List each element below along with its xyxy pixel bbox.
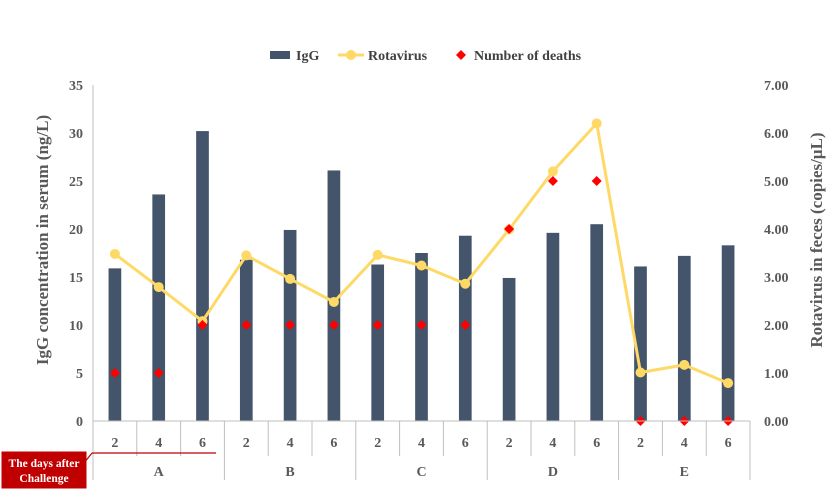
callout-line-1: The days after [9, 458, 80, 470]
death-marker [372, 320, 383, 330]
day-label: 6 [593, 436, 600, 451]
group-label: E [680, 465, 689, 480]
rotavirus-line [109, 118, 734, 389]
rotavirus-point [109, 248, 120, 259]
igg-bar [634, 266, 647, 421]
right-tick-label: 1.00 [764, 367, 789, 382]
legend-swatch-igg [270, 51, 290, 59]
rotavirus-point [679, 359, 690, 370]
day-label: 2 [506, 436, 513, 451]
legend-swatch-rotavirus-point [346, 50, 356, 60]
igg-bar [152, 194, 166, 421]
left-tick-label: 25 [69, 175, 83, 190]
death-marker [460, 320, 471, 330]
rotavirus-point [285, 273, 296, 284]
igg-bar [196, 131, 209, 421]
callout-box [1, 451, 87, 489]
igg-bar [327, 170, 341, 421]
right-tick-label: 4.00 [764, 223, 789, 238]
left-tick-label: 30 [69, 127, 83, 142]
rotavirus-point [723, 378, 734, 389]
right-tick-label: 3.00 [764, 271, 789, 286]
igg-bar [415, 253, 428, 421]
left-tick-label: 15 [69, 271, 83, 286]
day-label: 4 [155, 436, 162, 451]
legend-label-rotavirus: Rotavirus [368, 49, 428, 64]
left-tick-label: 5 [76, 367, 83, 382]
day-label: 4 [549, 436, 556, 451]
day-label: 2 [243, 436, 250, 451]
day-label: 2 [637, 436, 644, 451]
igg-bars [108, 131, 735, 421]
x-axis-callout: The days after Challenge [1, 451, 216, 489]
death-marker [328, 320, 339, 330]
left-tick-label: 20 [69, 223, 83, 238]
rotavirus-point [591, 118, 602, 129]
group-label: B [285, 465, 294, 480]
death-marker [241, 320, 252, 330]
group-label: C [416, 465, 426, 480]
rotavirus-point [328, 296, 339, 307]
right-tick-label: 6.00 [764, 127, 789, 142]
left-tick-label: 10 [69, 319, 83, 334]
rotavirus-point [635, 367, 646, 378]
rotavirus-point [241, 250, 252, 261]
day-label: 2 [111, 436, 118, 451]
death-marker [416, 320, 427, 330]
legend-label-igg: IgG [296, 49, 319, 64]
day-label: 4 [287, 436, 294, 451]
death-marker [285, 320, 296, 330]
death-marker [547, 176, 558, 186]
day-label: 6 [199, 436, 206, 451]
rotavirus-point [153, 282, 164, 293]
day-label: 6 [330, 436, 337, 451]
group-label: D [548, 465, 558, 480]
right-tick-label: 5.00 [764, 175, 789, 190]
left-tick-label: 0 [76, 415, 83, 430]
death-marker [109, 368, 120, 378]
right-axis-title: Rotavirus in feces (copies/µL) [807, 132, 826, 347]
right-axis: 0.00 1.00 2.00 3.00 4.00 5.00 6.00 7.00 [764, 79, 789, 430]
callout-line-2: Challenge [19, 473, 68, 485]
group-label: A [154, 465, 165, 480]
igg-bar [677, 255, 691, 421]
rotavirus-point [547, 166, 558, 177]
day-label: 4 [681, 436, 688, 451]
legend-swatch-deaths [456, 50, 466, 60]
right-tick-label: 2.00 [764, 319, 789, 334]
right-tick-label: 0.00 [764, 415, 789, 430]
legend: IgG Rotavirus Number of deaths [270, 49, 582, 64]
day-label: 6 [725, 436, 732, 451]
igg-bar [239, 259, 253, 421]
death-marker [591, 176, 602, 186]
death-marker [504, 224, 515, 234]
igg-bar [546, 232, 560, 421]
right-tick-label: 7.00 [764, 79, 789, 94]
legend-label-deaths: Number of deaths [474, 49, 582, 64]
igg-bar [371, 264, 385, 421]
rotavirus-point [460, 278, 471, 289]
left-tick-label: 35 [69, 79, 83, 94]
igg-bar [502, 277, 516, 421]
rotavirus-point [372, 249, 383, 260]
igg-bar [721, 245, 735, 421]
left-axis-title: IgG concentration in serum (ng/L) [33, 115, 52, 365]
death-marker [153, 368, 164, 378]
death-marker [197, 320, 208, 330]
day-label: 4 [418, 436, 425, 451]
igg-bar [108, 268, 122, 421]
deaths-markers [109, 176, 734, 426]
day-label: 6 [462, 436, 469, 451]
x-axis: 2 4 6 2 4 6 2 4 6 2 4 6 2 4 6 A B C D E [92, 420, 751, 480]
rotavirus-point [416, 260, 427, 271]
igg-bar [590, 224, 604, 421]
left-axis: 0 5 10 15 20 25 30 35 [69, 79, 94, 430]
day-label: 2 [374, 436, 381, 451]
